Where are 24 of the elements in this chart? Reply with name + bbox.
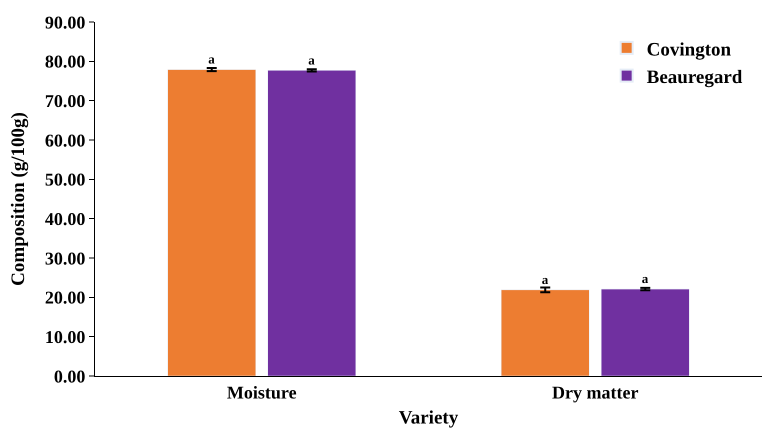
x-tick-label: Dry matter [552, 382, 638, 403]
data-label: a [208, 52, 216, 67]
data-label: a [642, 271, 649, 286]
y-tick-label: 40.00 [44, 208, 86, 229]
y-tick-label: 0.00 [54, 366, 86, 386]
y-tick-label: 80.00 [44, 52, 86, 72]
bar [500, 290, 590, 376]
bar [167, 69, 256, 376]
legend-label: Covington [646, 39, 732, 60]
bar [268, 70, 356, 376]
legend-label: Beauregard [646, 67, 743, 88]
y-tick-label: 90.00 [44, 12, 86, 32]
data-label: a [308, 52, 316, 68]
bar [601, 288, 690, 376]
x-axis-title: Variety [398, 407, 459, 428]
y-tick-label: 10.00 [44, 326, 86, 347]
y-tick-label: 30.00 [44, 248, 86, 268]
y-tick-label: 60.00 [44, 130, 86, 150]
y-axis-title: Composition (g/100g) [8, 112, 29, 286]
x-tick-label: Moisture [226, 382, 297, 403]
y-tick-label: 70.00 [44, 90, 86, 111]
y-tick-label: 20.00 [44, 288, 86, 308]
data-label: a [542, 272, 549, 287]
y-tick-label: 50.00 [44, 170, 86, 190]
